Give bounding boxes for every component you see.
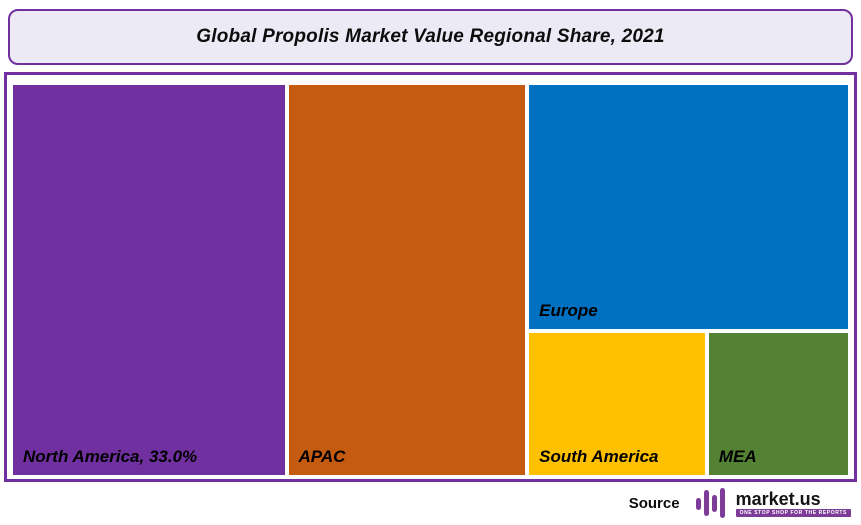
treemap-tile-north-america: North America, 33.0%	[13, 85, 285, 475]
tile-label-mea: MEA	[718, 447, 757, 466]
treemap-tile-south-america: South America	[529, 332, 705, 475]
marketus-logo: market.us ONE STOP SHOP FOR THE REPORTS	[694, 487, 851, 519]
chart-title: Global Propolis Market Value Regional Sh…	[196, 26, 665, 47]
treemap-bottom-row: South America MEA	[529, 332, 848, 475]
tile-label-apac: APAC	[298, 447, 346, 466]
marketus-bars-icon	[695, 488, 725, 518]
tile-label-europe: Europe	[539, 300, 598, 320]
treemap-tile-europe: Europe	[529, 85, 848, 329]
treemap-tile-mea: MEA	[708, 332, 848, 475]
treemap-right-column: Europe South America MEA	[529, 85, 848, 475]
tile-label-south-america: South America	[539, 447, 659, 466]
logo-text-wrap: market.us ONE STOP SHOP FOR THE REPORTS	[735, 488, 851, 517]
logo-tagline: ONE STOP SHOP FOR THE REPORTS	[735, 508, 851, 517]
chart-title-banner: Global Propolis Market Value Regional Sh…	[8, 9, 853, 65]
logo-wordmark: market.us	[735, 488, 821, 509]
source-label: Source	[628, 494, 680, 512]
chart-frame: North America, 33.0% APAC Europe South A…	[4, 72, 857, 482]
footer: Source market.us ONE STOP SHOP FOR THE R…	[629, 483, 851, 523]
treemap: North America, 33.0% APAC Europe South A…	[13, 85, 848, 475]
treemap-tile-apac: APAC	[288, 85, 526, 475]
tile-label-north-america: North America, 33.0%	[23, 447, 198, 466]
